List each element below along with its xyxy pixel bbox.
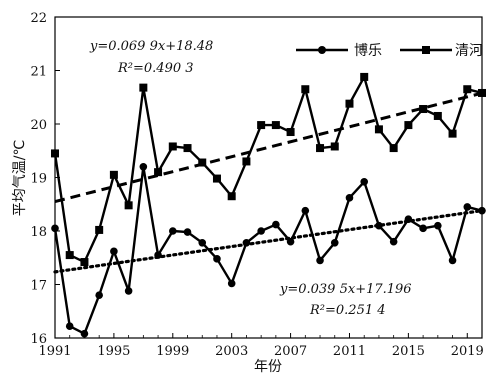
legend-label-bole: 博乐	[354, 42, 382, 59]
data-point-bole	[110, 247, 118, 256]
series-line-qinghe	[53, 75, 483, 264]
tick-labels: 16 17 18 19 20 21 22 1991 1995 1999 2003 2007 2011 20…	[30, 11, 483, 359]
data-point-bole	[257, 227, 265, 235]
data-point-bole	[301, 206, 310, 215]
data-point-bole	[124, 287, 133, 295]
legend-marker-bole	[318, 46, 326, 54]
trend-equation-bole: y=0.039 5x+17.196	[279, 282, 412, 297]
x-tick-label: 2011	[333, 344, 366, 359]
data-point-bole	[478, 206, 486, 215]
y-tick-label: 19	[30, 172, 47, 187]
x-tick-label: 1999	[156, 344, 189, 359]
data-point-bole	[448, 256, 457, 265]
trend-lines	[53, 91, 484, 274]
data-point-bole	[65, 322, 74, 331]
data-point-qinghe	[286, 128, 295, 137]
data-point-qinghe	[360, 72, 369, 81]
trend-r2-qinghe: R²=0.490 3	[117, 61, 194, 76]
data-point-bole	[227, 279, 236, 288]
legend-label-qinghe: 清河	[455, 43, 483, 59]
data-point-qinghe	[301, 85, 310, 94]
legend: 博乐 清河	[296, 42, 483, 59]
data-point-bole	[154, 251, 162, 259]
data-point-bole	[95, 291, 103, 300]
data-point-qinghe	[242, 157, 251, 166]
y-tick-label: 16	[30, 332, 47, 347]
series-markers	[51, 72, 486, 338]
data-point-bole	[183, 228, 192, 236]
data-point-qinghe	[345, 99, 354, 108]
data-point-qinghe	[154, 168, 163, 177]
data-point-qinghe	[316, 144, 325, 153]
x-tick-label: 1995	[97, 344, 130, 359]
data-point-qinghe	[65, 251, 74, 260]
data-point-qinghe	[374, 125, 383, 134]
data-point-qinghe	[404, 121, 413, 130]
data-point-bole	[419, 224, 427, 233]
y-tick-label: 21	[30, 65, 47, 80]
x-tick-label: 2019	[451, 344, 484, 359]
data-point-qinghe	[109, 170, 118, 179]
data-point-bole	[168, 227, 177, 235]
data-point-bole	[463, 203, 472, 211]
data-point-bole	[139, 163, 148, 171]
data-point-qinghe	[168, 142, 177, 151]
data-point-bole	[345, 194, 354, 202]
data-point-bole	[80, 329, 89, 338]
y-tick-label: 17	[30, 279, 47, 294]
x-tick-label: 2003	[215, 344, 248, 359]
data-point-bole	[316, 256, 324, 265]
data-point-qinghe	[478, 88, 486, 97]
data-point-qinghe	[463, 85, 472, 94]
data-point-qinghe	[95, 225, 104, 234]
data-point-bole	[272, 220, 280, 229]
y-tick-label: 20	[30, 118, 47, 133]
data-point-qinghe	[212, 174, 221, 183]
data-point-qinghe	[448, 129, 457, 138]
data-point-bole	[360, 177, 369, 186]
data-point-qinghe	[419, 105, 428, 114]
data-point-bole	[389, 237, 398, 246]
data-point-qinghe	[183, 144, 192, 153]
data-point-bole	[434, 221, 442, 230]
data-point-bole	[213, 255, 221, 263]
legend-marker-qinghe	[422, 46, 430, 54]
data-point-qinghe	[124, 201, 133, 210]
data-point-qinghe	[271, 121, 280, 130]
trend-r2-bole: R²=0.251 4	[309, 303, 386, 318]
data-point-qinghe	[139, 83, 148, 92]
data-point-qinghe	[80, 258, 89, 267]
x-axis-label: 年份	[254, 359, 282, 375]
trend-equation-qinghe: y=0.069 9x+18.48	[89, 39, 213, 54]
data-point-bole	[330, 238, 339, 247]
data-point-qinghe	[257, 121, 266, 130]
x-tick-label: 2015	[392, 344, 425, 359]
data-point-qinghe	[389, 144, 398, 153]
series-lines	[53, 75, 483, 335]
trend-line-qinghe	[54, 91, 483, 204]
data-point-bole	[404, 215, 413, 224]
series-line-bole	[53, 165, 483, 335]
y-axis-label: 平均气温/℃	[12, 140, 28, 216]
data-point-qinghe	[433, 111, 442, 120]
x-tick-label: 2007	[274, 344, 307, 359]
data-point-bole	[375, 221, 383, 230]
data-point-bole	[51, 224, 59, 233]
data-point-qinghe	[330, 142, 339, 151]
data-point-qinghe	[51, 149, 59, 158]
x-tick-label: 1991	[38, 344, 71, 359]
y-tick-label: 22	[30, 11, 47, 26]
data-point-bole	[198, 238, 207, 247]
y-tick-label: 18	[30, 225, 47, 240]
data-point-bole	[242, 238, 251, 247]
data-point-bole	[286, 237, 295, 246]
data-point-qinghe	[227, 192, 236, 201]
data-point-qinghe	[198, 158, 207, 167]
